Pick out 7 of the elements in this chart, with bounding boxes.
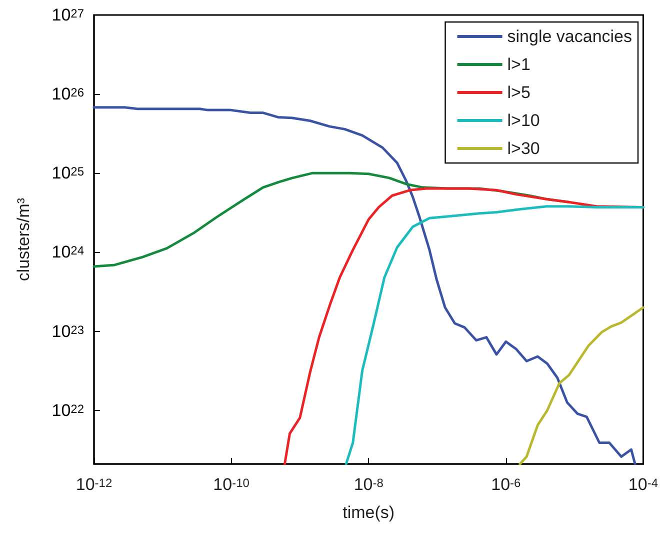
legend-label: l>10: [507, 111, 540, 130]
y-axis-title: clusters/m³: [14, 198, 33, 282]
legend-label: single vacancies: [507, 27, 632, 46]
legend-label: l>5: [507, 83, 530, 102]
legend-label: l>1: [507, 55, 530, 74]
legend-label: l>30: [507, 139, 540, 158]
x-axis-title: time(s): [342, 503, 395, 522]
